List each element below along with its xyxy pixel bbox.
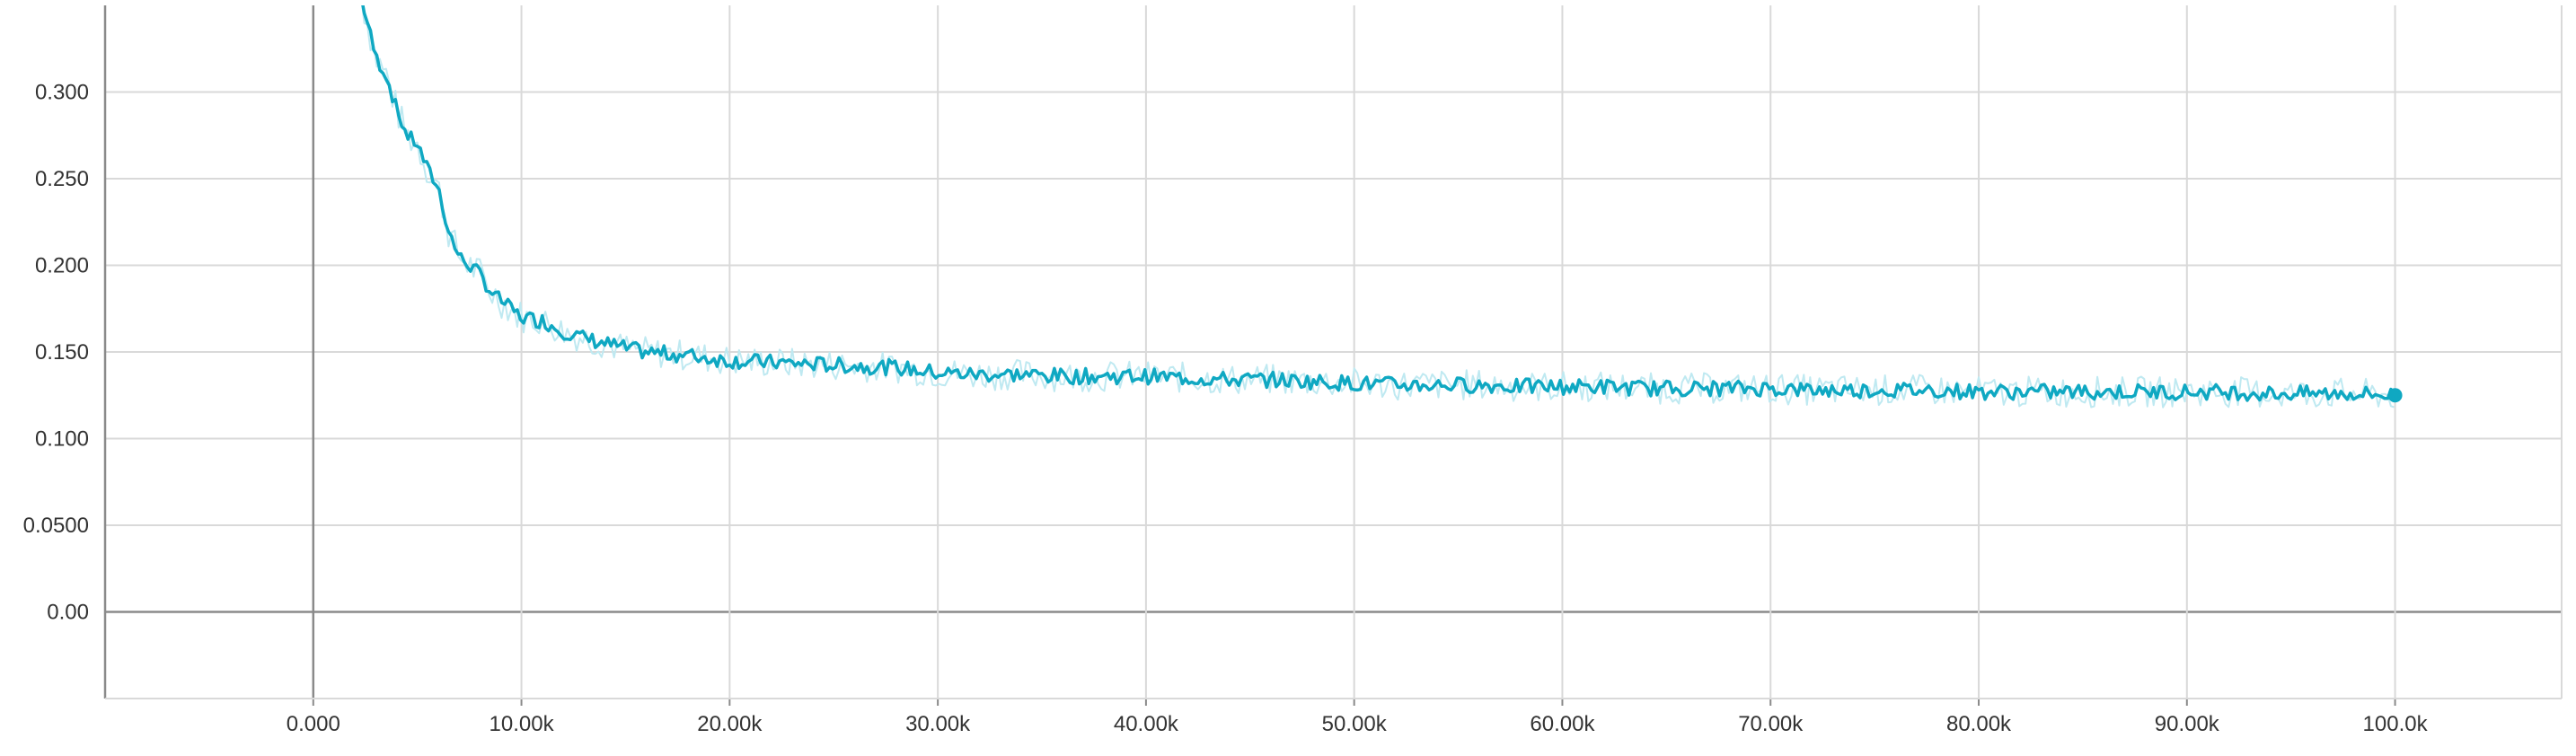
x-tick-labels: 0.000 10.00k 20.00k 30.00k 40.00k 50.00k 60.00… xyxy=(287,712,2429,736)
x-tick-label: 30.00k xyxy=(905,712,971,736)
y-tick-label: 0.0500 xyxy=(23,514,89,538)
x-tick-label: 20.00k xyxy=(697,712,763,736)
y-tick-label: 0.00 xyxy=(47,601,89,625)
series-layer xyxy=(361,5,2403,409)
x-tick-label: 40.00k xyxy=(1114,712,1179,736)
x-tick-label: 100.0k xyxy=(2363,712,2429,736)
series-end-point xyxy=(2387,388,2403,403)
y-gridlines xyxy=(105,91,2562,613)
x-gridlines xyxy=(312,5,2396,706)
x-tick-label: 60.00k xyxy=(1530,712,1595,736)
x-tick-label: 80.00k xyxy=(1946,712,2012,736)
y-tick-label: 0.200 xyxy=(35,254,89,278)
x-tick-label: 10.00k xyxy=(490,712,555,736)
y-tick-labels: 0.00 0.0500 0.100 0.150 0.200 0.250 0.300 xyxy=(23,81,89,625)
y-tick-label: 0.300 xyxy=(35,81,89,105)
y-tick-label: 0.150 xyxy=(35,340,89,365)
y-tick-label: 0.250 xyxy=(35,167,89,191)
y-tick-label: 0.100 xyxy=(35,427,89,452)
x-tick-label: 50.00k xyxy=(1322,712,1388,736)
series-raw-line xyxy=(361,5,2395,409)
axes xyxy=(103,5,2563,699)
x-tick-label: 90.00k xyxy=(2155,712,2220,736)
series-line xyxy=(361,5,2396,402)
x-tick-label: 0.000 xyxy=(287,712,340,736)
x-tick-label: 70.00k xyxy=(1738,712,1804,736)
